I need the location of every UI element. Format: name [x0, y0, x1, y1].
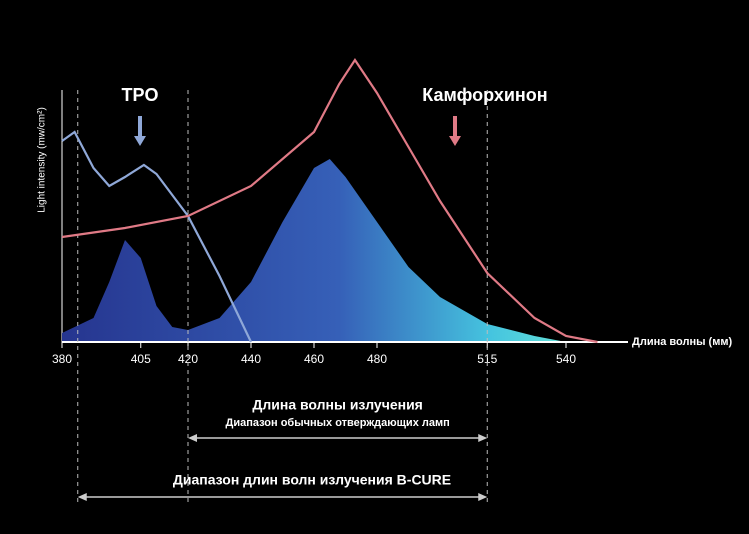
x-tick-label: 515	[477, 352, 497, 366]
spectrum-area	[62, 159, 566, 342]
x-tick-label: 440	[241, 352, 261, 366]
range-subtitle: Диапазон обычных отверждающих ламп	[225, 417, 449, 429]
range-title: Диапазон длин волн излучения B-CURE	[173, 472, 451, 488]
curve-label: TPO	[121, 85, 158, 105]
curve-label: Камфорхинон	[422, 85, 547, 105]
curve	[61, 58, 598, 344]
x-tick-label: 420	[178, 352, 198, 366]
x-tick-label: 540	[556, 352, 576, 366]
x-axis-label: Длина волны (мм)	[632, 336, 732, 348]
x-tick-label: 380	[52, 352, 72, 366]
x-tick-label: 405	[131, 352, 151, 366]
arrow	[449, 116, 461, 146]
y-axis-label: Light intensity (mw/cm²)	[37, 107, 48, 213]
x-tick-label: 480	[367, 352, 387, 366]
curve	[61, 130, 252, 343]
arrow	[134, 116, 146, 146]
range-title: Длина волны излучения	[252, 397, 422, 413]
x-tick-label: 460	[304, 352, 324, 366]
